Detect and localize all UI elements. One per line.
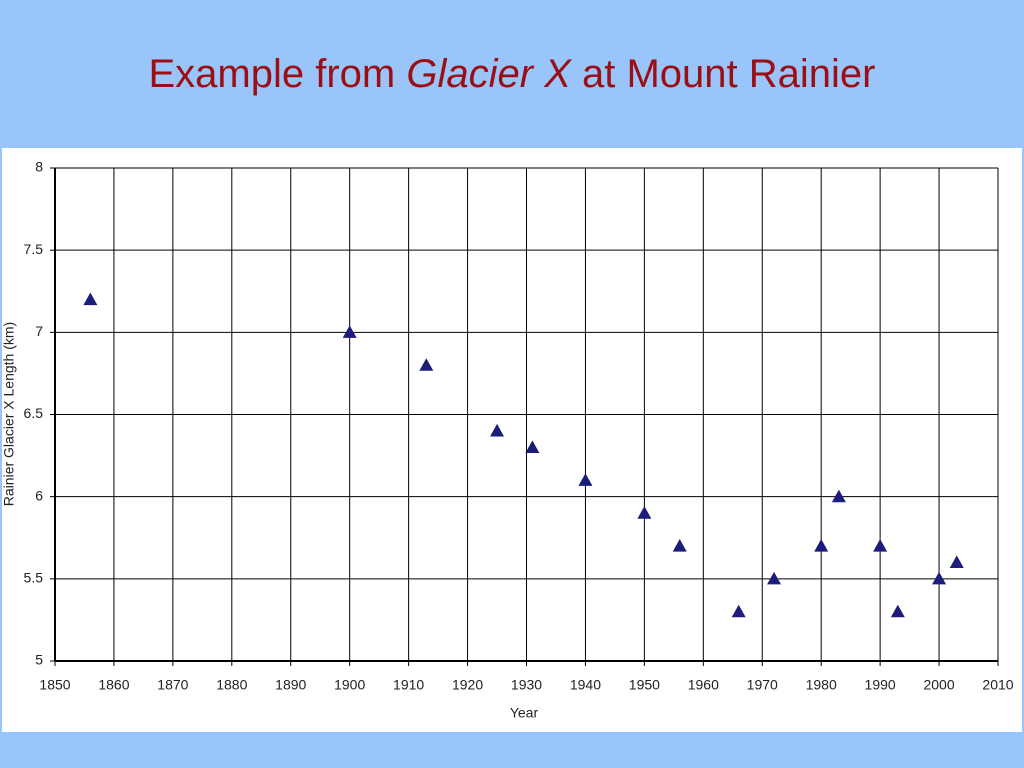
x-tick-label: 1950 (629, 677, 660, 693)
x-tick-label: 1920 (452, 677, 483, 693)
data-point (890, 604, 905, 618)
y-tick-label: 8 (35, 159, 43, 175)
title-part: Glacier X (406, 51, 571, 96)
x-tick-label: 1870 (157, 677, 188, 693)
y-tick-label: 6 (35, 487, 43, 503)
data-point (672, 538, 687, 552)
x-tick-label: 1930 (511, 677, 542, 693)
title-part: Example from (148, 51, 396, 96)
data-point (731, 604, 746, 618)
y-tick-label: 7.5 (24, 241, 44, 257)
y-tick-label: 5 (35, 652, 43, 668)
y-tick-label: 6.5 (24, 405, 44, 421)
x-tick-label: 1900 (334, 677, 365, 693)
x-tick-label: 2000 (923, 677, 954, 693)
x-tick-label: 1850 (39, 677, 70, 693)
x-tick-label: 2010 (982, 677, 1013, 693)
title-part: at Mount Rainier (582, 51, 876, 96)
y-tick-label: 5.5 (24, 570, 44, 586)
x-tick-label: 1890 (275, 677, 306, 693)
data-point (578, 473, 593, 486)
x-tick-label: 1940 (570, 677, 601, 693)
x-tick-label: 1980 (806, 677, 837, 693)
x-tick-label: 1880 (216, 677, 247, 693)
x-tick-label: 1860 (98, 677, 129, 693)
x-tick-label: 1960 (688, 677, 719, 693)
chart: Year Rainier Glacier X Length (km) 5 5.5 6… (2, 148, 1022, 732)
data-point (637, 506, 652, 519)
x-tick-label: 1990 (865, 677, 896, 693)
data-point (419, 358, 434, 371)
data-point (342, 325, 357, 338)
data-point (814, 538, 829, 552)
x-tick-label: 1910 (393, 677, 424, 693)
data-point (767, 571, 782, 585)
data-point (873, 538, 888, 552)
x-axis-label: Year (510, 705, 539, 721)
data-point (490, 423, 505, 437)
data-point (831, 489, 846, 503)
data-point (932, 571, 947, 585)
slide-title: Example from Glacier X at Mount Rainier (0, 0, 1024, 148)
x-tick-label: 1970 (747, 677, 778, 693)
data-point (525, 440, 540, 453)
y-tick-label: 7 (35, 323, 43, 339)
data-point (83, 292, 98, 306)
chart-background (2, 148, 1022, 732)
data-point (949, 555, 964, 568)
y-axis-label: Rainier Glacier X Length (km) (2, 322, 17, 506)
